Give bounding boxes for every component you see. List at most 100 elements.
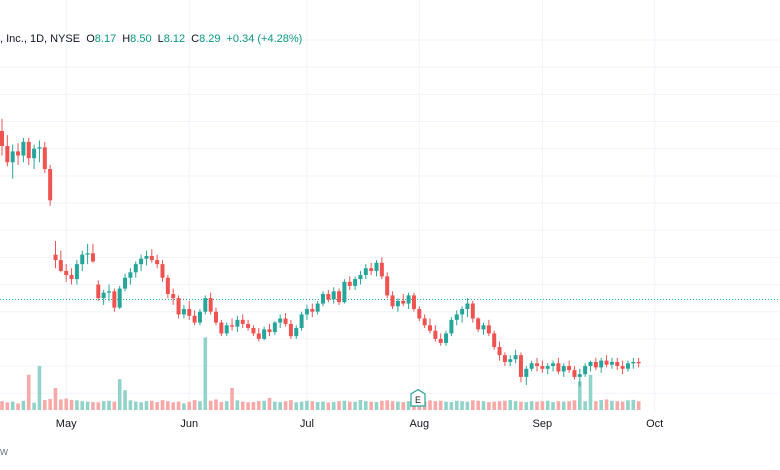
volume-bar	[246, 402, 250, 410]
candle-body	[567, 366, 572, 371]
candle-body	[417, 308, 422, 319]
volume-bars	[0, 337, 641, 410]
close-value: 8.29	[199, 33, 221, 45]
candle-body	[64, 270, 69, 276]
candle-body	[588, 361, 593, 367]
volume-bar	[26, 374, 31, 410]
volume-bar	[187, 401, 192, 410]
x-tick-label: Sep	[533, 418, 553, 430]
volume-bar	[182, 403, 186, 410]
candle-body	[74, 264, 79, 280]
candle-body	[321, 294, 325, 304]
volume-bar	[524, 402, 529, 410]
candle-body	[69, 275, 74, 280]
candle-body	[476, 318, 481, 330]
candle-body	[272, 322, 277, 333]
candle-body	[428, 325, 432, 331]
volume-bar	[481, 401, 486, 410]
candle-body	[347, 281, 352, 286]
candle-body	[535, 363, 539, 367]
candle-body	[278, 318, 283, 323]
volume-bar	[43, 400, 47, 410]
earnings-marker-icon[interactable]: E	[410, 389, 426, 407]
volume-bar	[294, 402, 299, 410]
volume-bar	[283, 401, 288, 410]
volume-bar	[267, 397, 272, 410]
candle-body	[37, 147, 42, 149]
candle-body	[433, 330, 438, 339]
candle-body	[486, 325, 491, 334]
candle-body	[620, 366, 625, 369]
volume-bar	[556, 401, 561, 410]
close-label: C	[191, 33, 200, 45]
candle-body	[331, 291, 336, 300]
candle-body	[631, 361, 636, 364]
volume-bar	[91, 402, 95, 410]
candle-body	[385, 276, 390, 296]
volume-bar	[331, 402, 336, 410]
volume-bar	[160, 400, 165, 410]
volume-bar	[631, 399, 636, 410]
candle-body	[604, 360, 609, 365]
volume-bar	[620, 401, 625, 410]
candle-body	[502, 355, 507, 362]
volume-bar	[476, 400, 480, 410]
volume-bar	[604, 399, 609, 410]
volume-bar	[171, 402, 175, 410]
volume-bar	[32, 402, 36, 410]
volume-bar	[123, 390, 127, 410]
candle-body	[48, 169, 53, 201]
volume-bar	[390, 401, 395, 410]
candle-body	[363, 268, 368, 276]
volume-bar	[449, 402, 454, 410]
candle-body	[545, 366, 550, 369]
volume-bar	[192, 400, 197, 410]
volume-bar	[80, 401, 85, 410]
volume-bar	[428, 400, 432, 410]
candle-body	[240, 319, 245, 324]
volume-bar	[133, 401, 138, 410]
volume-bar	[337, 401, 341, 410]
volume-bar	[513, 401, 518, 410]
volume-bar	[545, 400, 550, 410]
volume-bar	[326, 402, 331, 410]
candle-body	[10, 151, 15, 163]
volume-bar	[380, 400, 384, 410]
volume-bar	[128, 400, 133, 410]
candle-body	[171, 294, 176, 299]
candle-body	[358, 275, 363, 280]
volume-bar	[406, 401, 411, 410]
volume-bar	[594, 401, 598, 410]
candle-body	[470, 303, 475, 319]
candle-body	[262, 329, 267, 339]
candle-body	[518, 355, 523, 377]
x-axis: May Jun Jul Aug Sep Oct	[56, 418, 663, 430]
volume-bar	[107, 400, 111, 410]
candle-body	[551, 363, 556, 367]
open-label: O	[86, 33, 95, 45]
candle-body	[625, 363, 630, 369]
candle-body	[208, 298, 213, 312]
volume-bar	[262, 400, 266, 410]
volume-bar	[139, 402, 143, 410]
candle-body	[219, 322, 224, 334]
candle-body	[101, 292, 106, 299]
volume-bar	[369, 401, 373, 410]
candle-body	[230, 325, 235, 327]
volume-bar	[374, 402, 379, 410]
candle-body	[524, 368, 529, 377]
volume-bar	[214, 399, 218, 410]
candle-body	[192, 315, 197, 323]
volume-bar	[299, 401, 304, 410]
volume-bar	[358, 400, 363, 410]
volume-bar	[540, 401, 545, 410]
candle-body	[117, 288, 122, 308]
candle-body	[176, 298, 181, 315]
high-label: H	[122, 33, 131, 45]
candle-body	[529, 363, 534, 369]
candle-body	[165, 277, 170, 295]
candle-body	[187, 308, 192, 316]
candle-body	[283, 318, 288, 324]
candle-body	[449, 319, 454, 334]
